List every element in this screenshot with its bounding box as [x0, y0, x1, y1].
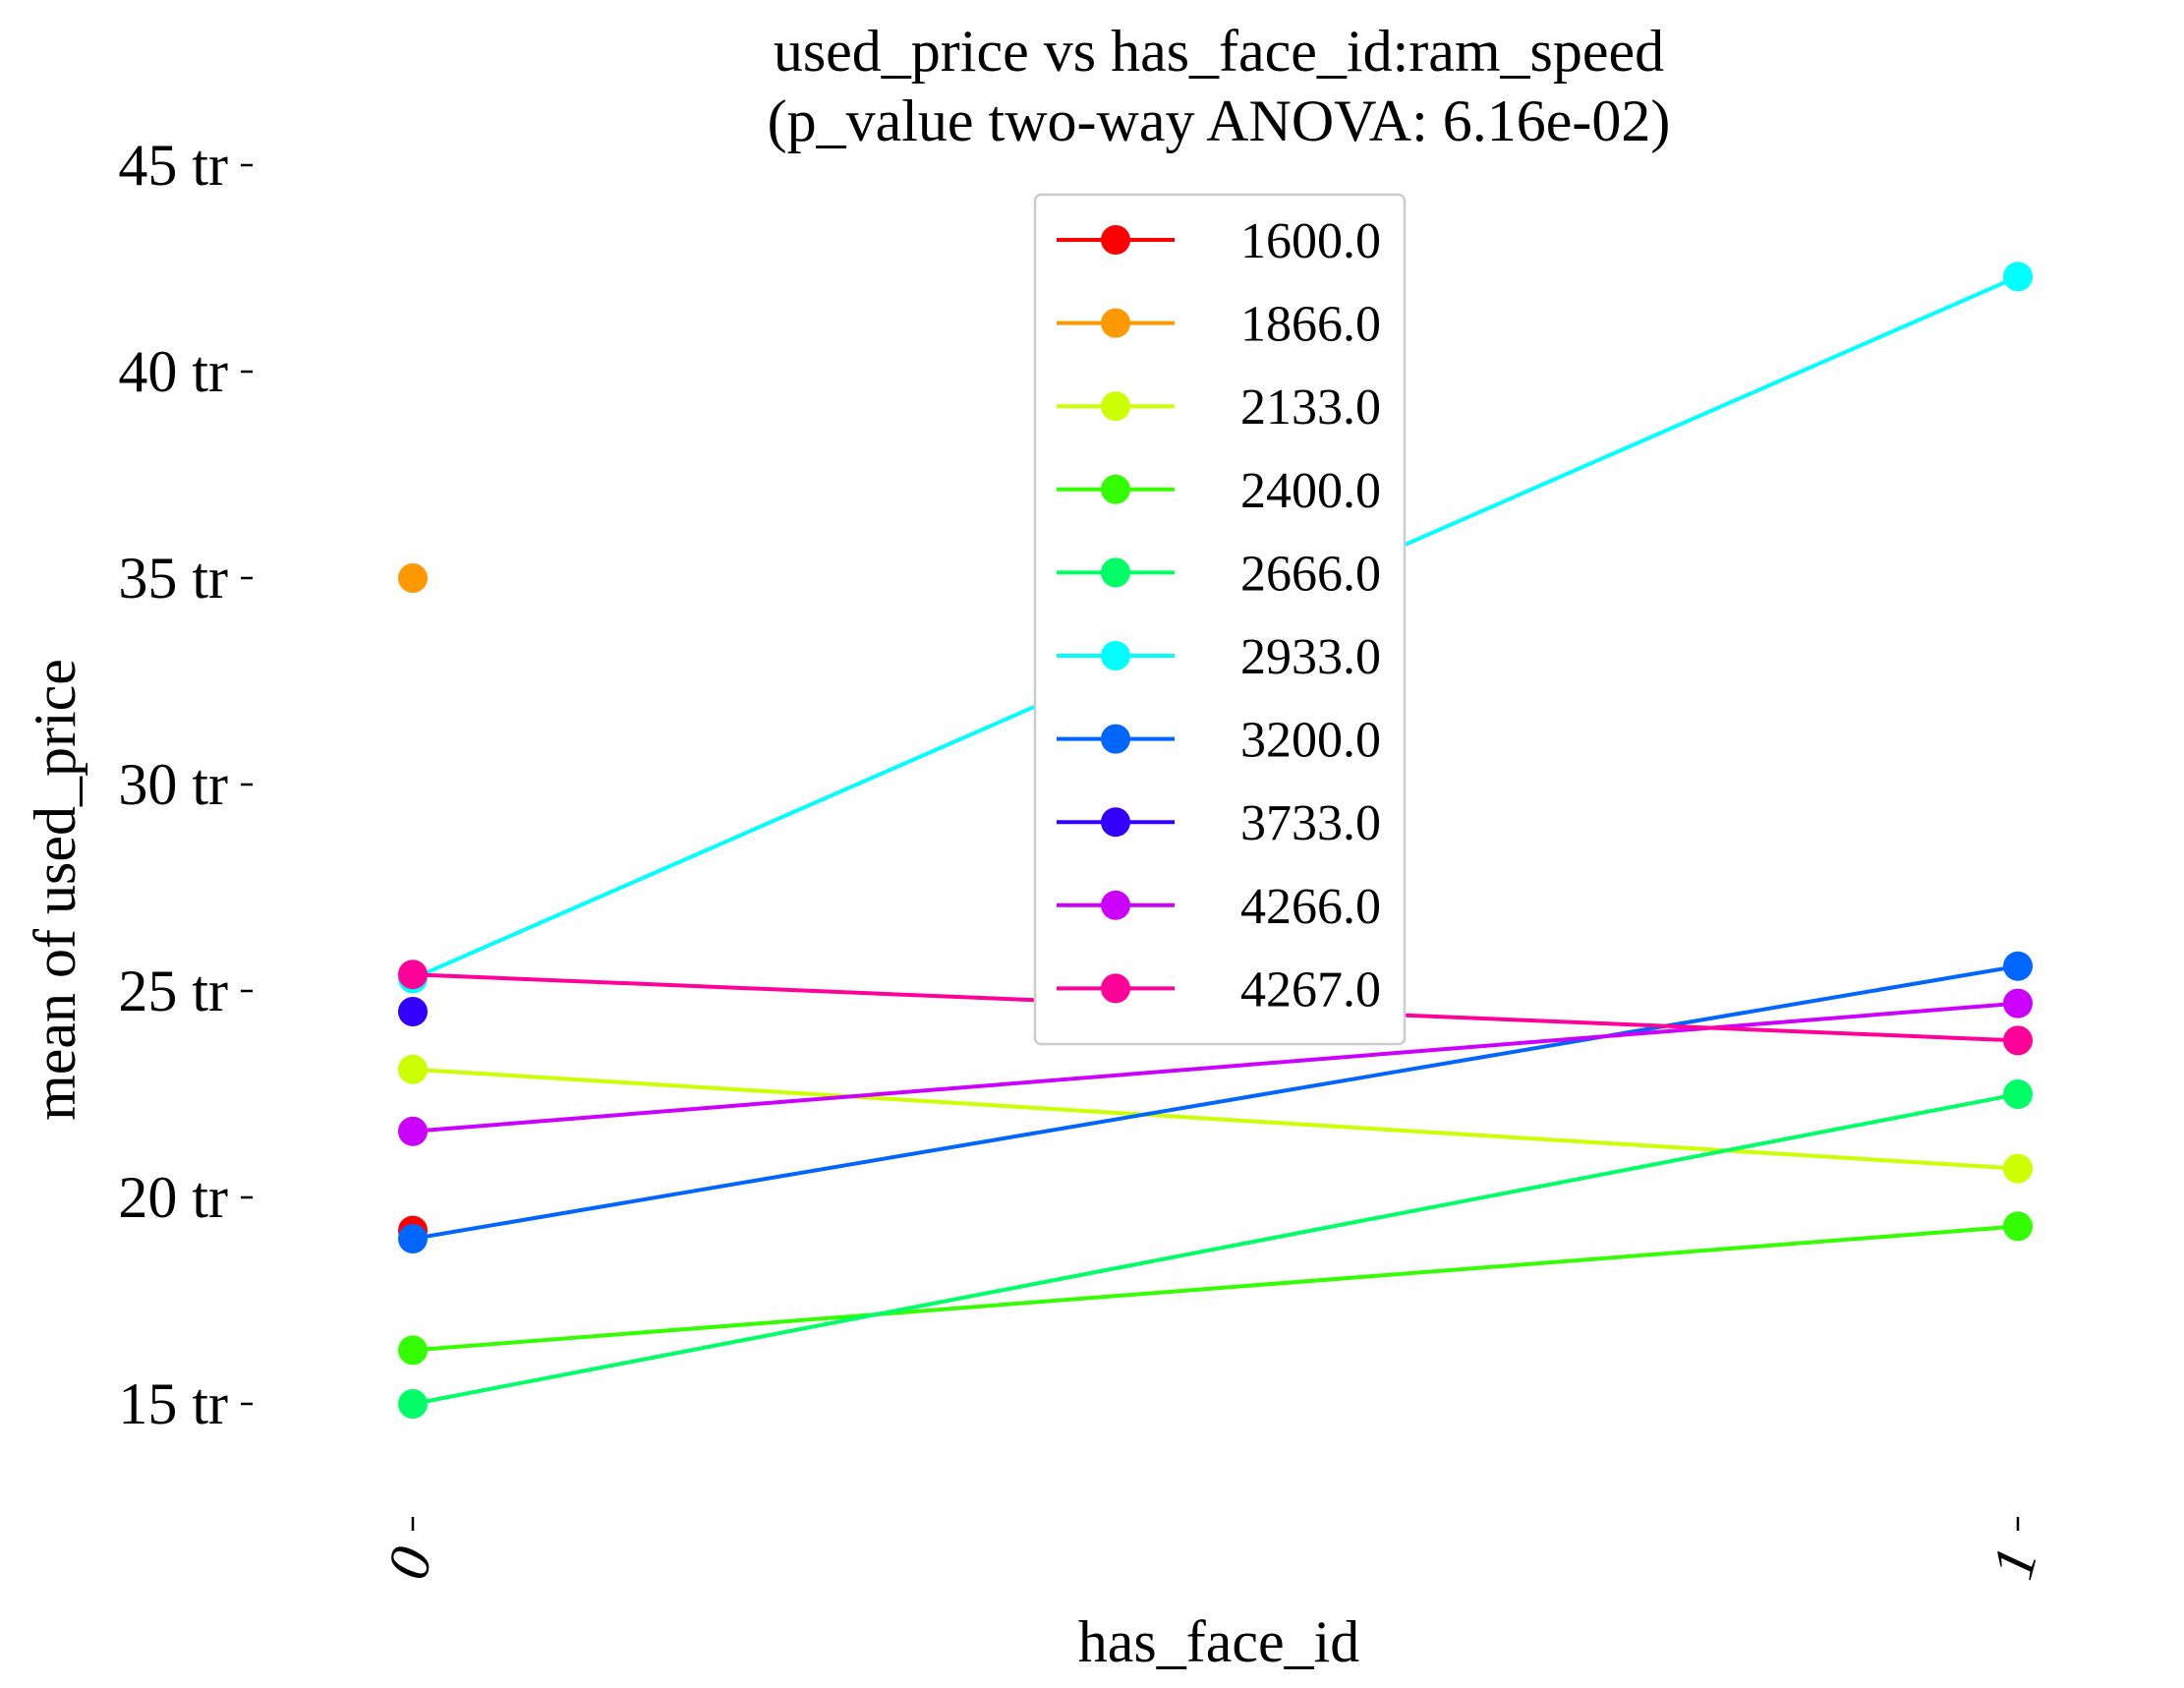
data-point	[2003, 1211, 2033, 1242]
y-axis: 15 tr 20 tr 25 tr 30 tr 35 tr 40 tr 45 tr	[118, 133, 253, 1436]
y-axis-label: mean of used_price	[23, 659, 87, 1121]
legend-marker	[1101, 308, 1130, 338]
data-point	[2003, 988, 2033, 1019]
legend-label: 4266.0	[1240, 879, 1381, 935]
series-4266.0	[398, 988, 2033, 1146]
legend-label: 1866.0	[1240, 297, 1381, 353]
y-tick-label: 40 tr	[118, 339, 228, 404]
series-line	[412, 1224, 2019, 1353]
series-3200.0	[398, 951, 2033, 1253]
legend-item: 2666.0	[1057, 546, 1381, 602]
series-line	[412, 1001, 2019, 1134]
data-point	[2003, 1025, 2033, 1056]
series-2666.0	[398, 1079, 2033, 1419]
x-tick-label: 0	[374, 1541, 445, 1586]
legend-label: 2933.0	[1240, 629, 1381, 685]
legend-marker	[1101, 890, 1130, 920]
x-tick-label: 1	[1980, 1541, 2050, 1586]
legend-item: 1600.0	[1057, 213, 1381, 269]
legend-label: 4267.0	[1240, 961, 1381, 1018]
legend-marker	[1101, 724, 1130, 754]
series-line	[412, 1092, 2019, 1406]
legend-label: 3200.0	[1240, 713, 1381, 769]
data-point	[398, 997, 428, 1026]
series-2400.0	[398, 1211, 2033, 1366]
data-point	[398, 1116, 428, 1146]
chart-subtitle: (p_value two-way ANOVA: 6.16e-02)	[768, 88, 1671, 153]
legend-marker	[1101, 641, 1130, 670]
y-tick-label: 20 tr	[118, 1165, 228, 1230]
legend-marker	[1101, 807, 1130, 838]
data-point	[398, 1389, 428, 1419]
data-point	[398, 1335, 428, 1366]
legend-item: 1866.0	[1057, 297, 1381, 353]
legend-marker	[1101, 391, 1130, 422]
y-tick-label: 35 tr	[118, 546, 228, 611]
y-tick-label: 15 tr	[118, 1371, 228, 1436]
legend-item: 2400.0	[1057, 463, 1381, 519]
legend-item: 2933.0	[1057, 629, 1381, 685]
legend-item: 2133.0	[1057, 379, 1381, 436]
legend-label: 2666.0	[1240, 546, 1381, 602]
series-line	[412, 1067, 2019, 1171]
data-point	[398, 960, 428, 990]
legend-label: 2133.0	[1240, 379, 1381, 436]
legend-marker	[1101, 474, 1130, 504]
series-2133.0	[398, 1054, 2033, 1184]
y-tick-label: 25 tr	[118, 959, 228, 1023]
y-tick-label: 45 tr	[118, 133, 228, 198]
data-point	[398, 1224, 428, 1253]
chart-title: used_price vs has_face_id:ram_speed	[774, 19, 1664, 84]
data-point	[398, 1054, 428, 1084]
legend-item: 4267.0	[1057, 961, 1381, 1018]
legend-marker	[1101, 973, 1130, 1004]
x-axis-label: has_face_id	[1078, 1609, 1360, 1674]
data-point	[2003, 262, 2033, 292]
data-point	[2003, 1079, 2033, 1109]
legend-marker	[1101, 557, 1130, 588]
y-tick-label: 30 tr	[118, 752, 228, 817]
data-point	[398, 563, 428, 593]
series-1866.0	[398, 563, 428, 593]
plot-area	[398, 262, 2033, 1419]
legend-label: 2400.0	[1240, 463, 1381, 519]
legend: 1600.0 1866.0 2133.0 2400.0 2666.0 2933.0 3200…	[1033, 193, 1407, 1046]
legend-item: 4266.0	[1057, 879, 1381, 935]
series-3733.0	[398, 997, 428, 1026]
data-point	[2003, 951, 2033, 981]
legend-marker	[1101, 225, 1130, 255]
legend-item: 3200.0	[1057, 713, 1381, 769]
legend-item: 3733.0	[1057, 795, 1381, 851]
legend-label: 3733.0	[1240, 795, 1381, 851]
legend-label: 1600.0	[1240, 213, 1381, 269]
series-line	[412, 963, 2019, 1241]
data-point	[2003, 1153, 2033, 1184]
